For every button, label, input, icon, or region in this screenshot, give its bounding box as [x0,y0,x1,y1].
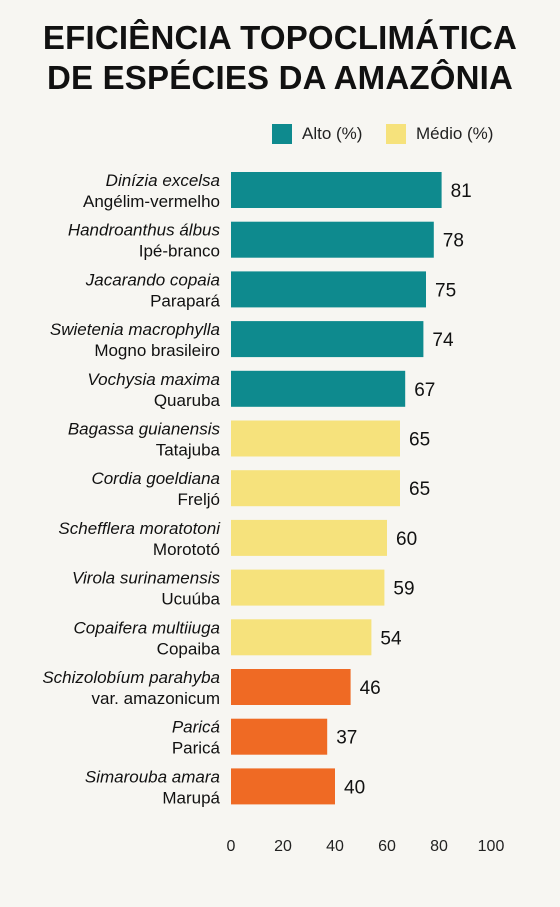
bar [231,519,387,556]
legend-label-alto: Alto (%) [302,124,363,143]
bar [231,619,372,656]
x-tick-label: 80 [430,838,448,855]
legend: Alto (%) Médio (%) [0,124,560,148]
data-label: 46 [360,678,381,699]
bar [231,420,400,457]
category-scientific-label: Virola surinamensis [72,569,221,588]
title-line-2: DE ESPÉCIES DA AMAZÔNIA [46,59,514,96]
data-label: 81 [451,181,472,202]
category-scientific-label: Swietenia macrophylla [50,320,220,339]
chart-title: EFICIÊNCIA TOPOCLIMÁTICA DE ESPÉCIES DA … [0,18,560,98]
category-common-label: var. amazonicum [92,689,221,708]
data-label: 54 [380,628,402,649]
bar [231,768,335,805]
category-common-label: Freljó [177,490,220,509]
category-scientific-label: Paricá [172,718,220,737]
category-common-label: Mogno brasileiro [94,341,220,360]
category-scientific-label: Schefflera moratotoni [58,519,221,538]
legend-swatch-alto [272,124,292,144]
category-scientific-label: Schizolobíum parahyba [42,668,220,687]
data-label: 78 [443,231,464,252]
bar [231,718,328,755]
bar [231,470,400,507]
legend-swatch-medio [386,124,406,144]
category-scientific-label: Cordia goeldiana [91,469,220,488]
bar [231,271,426,308]
data-label: 74 [432,330,454,351]
category-common-label: Marupá [162,788,220,807]
data-label: 59 [393,579,414,600]
bar [231,221,434,258]
legend-label-medio: Médio (%) [416,124,494,143]
data-label: 65 [409,479,430,500]
category-scientific-label: Vochysia maxima [87,370,220,389]
data-label: 67 [414,380,435,401]
category-scientific-label: Dinízia excelsa [106,171,220,190]
data-label: 60 [396,529,417,550]
legend-item-medio: Médio (%) [386,124,493,144]
category-scientific-label: Handroanthus álbus [68,221,221,240]
x-tick-label: 100 [478,838,505,855]
data-label: 37 [336,728,357,749]
bar [231,370,406,407]
bar [231,669,351,705]
category-common-label: Ipé-branco [139,242,220,261]
bar [231,172,442,208]
x-tick-label: 0 [227,838,236,855]
bar [231,569,385,606]
category-common-label: Ucuúba [161,590,220,609]
data-label: 75 [435,280,456,301]
category-scientific-label: Bagassa guianensis [68,420,221,439]
x-tick-label: 60 [378,838,396,855]
category-common-label: Quaruba [154,391,221,410]
data-label: 40 [344,777,365,798]
bar [231,321,424,358]
category-common-label: Copaiba [157,639,221,658]
category-scientific-label: Copaifera multiiuga [74,618,220,637]
category-common-label: Angélim-vermelho [83,192,220,211]
data-label: 65 [409,430,430,451]
x-tick-label: 40 [326,838,344,855]
x-tick-label: 20 [274,838,292,855]
category-common-label: Paricá [172,739,221,758]
legend-item-alto: Alto (%) [272,124,362,144]
category-common-label: Morototó [153,540,220,559]
category-scientific-label: Jacarando copaia [85,270,220,289]
category-scientific-label: Simarouba amara [85,767,220,786]
title-line-1: EFICIÊNCIA TOPOCLIMÁTICA [42,19,518,56]
category-common-label: Tatajuba [156,441,221,460]
category-common-label: Parapará [150,291,220,310]
